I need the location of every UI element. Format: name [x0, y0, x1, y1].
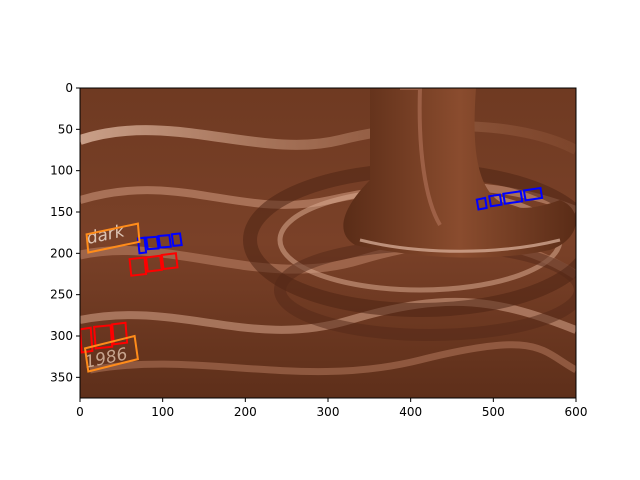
- y-tick-label: 250: [50, 288, 73, 302]
- red-box-11: [80, 326, 94, 354]
- y-tick-label: 200: [50, 246, 73, 260]
- orange-box-14: [85, 222, 141, 254]
- blue-box-7: [170, 232, 183, 247]
- y-tick-label: 150: [50, 205, 73, 219]
- blue-box-6: [157, 234, 173, 249]
- y-tick-label: 50: [58, 122, 73, 136]
- x-tick-label: 0: [76, 405, 84, 419]
- y-tick-label: 100: [50, 164, 73, 178]
- x-tick-label: 200: [234, 405, 257, 419]
- red-box-8: [128, 256, 148, 277]
- x-axis: 0 100 200 300 400 500 600: [76, 398, 587, 419]
- annotation-boxes: [80, 186, 544, 373]
- y-axis: 0 50 100 150 200 250 300 350: [50, 81, 80, 384]
- blue-box-5: [144, 235, 160, 251]
- y-tick-label: 300: [50, 329, 73, 343]
- red-box-13: [111, 321, 129, 346]
- chocolate-photo: [80, 88, 576, 398]
- orange-box-15: [83, 334, 140, 373]
- blue-box-0: [475, 196, 488, 211]
- blue-box-3: [522, 186, 544, 202]
- blue-box-4: [136, 236, 148, 255]
- x-tick-label: 600: [565, 405, 588, 419]
- blue-box-2: [502, 190, 524, 205]
- x-tick-label: 500: [482, 405, 505, 419]
- y-tick-label: 350: [50, 370, 73, 384]
- red-box-9: [144, 254, 163, 273]
- red-box-10: [160, 252, 179, 271]
- x-tick-label: 400: [399, 405, 422, 419]
- y-tick-label: 0: [65, 81, 73, 95]
- x-tick-label: 300: [317, 405, 340, 419]
- blue-box-1: [488, 193, 503, 208]
- red-box-12: [93, 324, 114, 350]
- x-tick-label: 100: [151, 405, 174, 419]
